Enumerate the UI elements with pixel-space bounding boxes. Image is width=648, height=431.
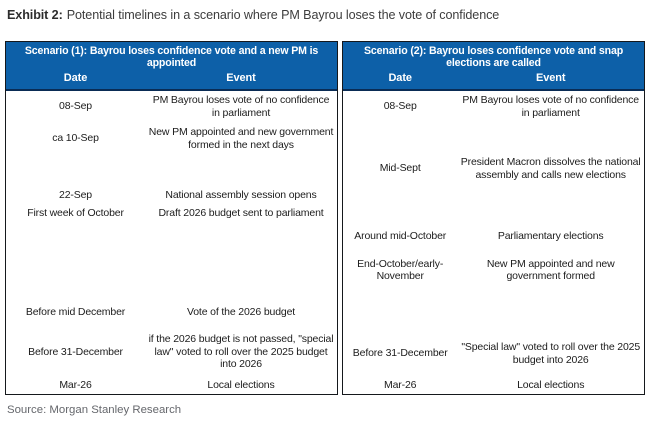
scenario-2-header: Scenario (2): Bayrou loses confidence vo… [343,42,644,91]
table-row: Mar-26 Local elections [6,376,337,394]
table-body: 08-Sep PM Bayrou loses vote of no confide… [6,91,337,394]
source-note: Source: Morgan Stanley Research [7,404,182,416]
event-cell: Local elections [517,378,585,391]
table-body: 08-Sep PM Bayrou loses vote of no confide… [343,91,644,394]
date-column-header: Date [388,72,412,84]
table-row: 22-Sep National assembly session opens [6,186,337,204]
table-row: First week of October Draft 2026 budget s… [6,204,337,223]
table-row: Before 31-December if the 2026 budget is … [6,328,337,376]
event-cell: PM Bayrou loses vote of no confidence in… [152,94,330,119]
scenario-2-table: Scenario (2): Bayrou loses confidence vo… [342,41,645,395]
table-row: Before mid December Vote of the 2026 budg… [6,296,337,328]
date-cell: ca 10-Sep [52,132,99,145]
event-cell: "Special law" voted to roll over the 202… [461,341,641,366]
table-row: Mid-Sept President Macron dissolves the n… [343,151,644,186]
date-cell: Before 31-December [28,345,123,358]
event-cell: Vote of the 2026 budget [186,305,296,318]
table-row [343,186,644,223]
table-row: Around mid-October Parliamentary election… [343,223,644,249]
event-cell: PM Bayrou loses vote of no confidence in… [462,94,639,119]
event-cell: if the 2026 budget is not passed, "speci… [148,333,334,371]
exhibit-title: Potential timelines in a scenario where … [66,8,500,22]
table-row: ca 10-Sep New PM appointed and new govern… [6,122,337,155]
exhibit-label: Exhibit 2: [7,8,63,22]
event-cell: President Macron dissolves the national … [460,156,641,181]
date-cell: Before 31-December [352,347,448,360]
event-cell: National assembly session opens [165,188,317,201]
scenario-title: Scenario (2): Bayrou loses confidence vo… [363,45,624,69]
event-cell: Parliamentary elections [497,229,604,242]
table-row: Before 31-December "Special law" voted to… [343,331,644,376]
table-row [343,122,644,151]
date-cell: 08-Sep [59,100,92,113]
scenario-title: Scenario (1): Bayrou loses confidence vo… [24,45,319,69]
exhibit-heading: Exhibit 2: Potential timelines in a scena… [0,0,648,22]
column-headers: Date Event [343,72,644,89]
date-cell: Mar-26 [59,378,92,391]
date-cell: End-October/early-November [357,257,444,283]
date-cell: Before mid December [25,305,126,318]
scenario-1-header: Scenario (1): Bayrou loses confidence vo… [6,42,337,91]
date-cell: Mar-26 [384,378,417,391]
tables-container: Scenario (1): Bayrou loses confidence vo… [0,41,648,395]
table-row [6,223,337,296]
column-headers: Date Event [6,72,337,89]
event-column-header: Event [226,72,256,84]
table-row [343,291,644,331]
event-cell: Draft 2026 budget sent to parliament [158,207,324,220]
table-row: End-October/early-November New PM appoint… [343,249,644,291]
table-row: 08-Sep PM Bayrou loses vote of no confide… [343,91,644,122]
table-row: 08-Sep PM Bayrou loses vote of no confide… [6,91,337,122]
table-row [6,155,337,186]
date-cell: Around mid-October [354,229,447,242]
date-cell: 22-Sep [59,188,92,201]
event-cell: Local elections [207,378,275,391]
table-row: Mar-26 Local elections [343,376,644,394]
scenario-1-table: Scenario (1): Bayrou loses confidence vo… [5,41,338,395]
event-cell: New PM appointed and new government form… [486,257,615,283]
date-cell: First week of October [27,207,124,220]
event-column-header: Event [535,72,566,84]
event-cell: New PM appointed and new government form… [148,126,334,151]
date-column-header: Date [63,72,88,84]
date-cell: Mid-Sept [379,162,421,175]
date-cell: 08-Sep [383,100,417,113]
